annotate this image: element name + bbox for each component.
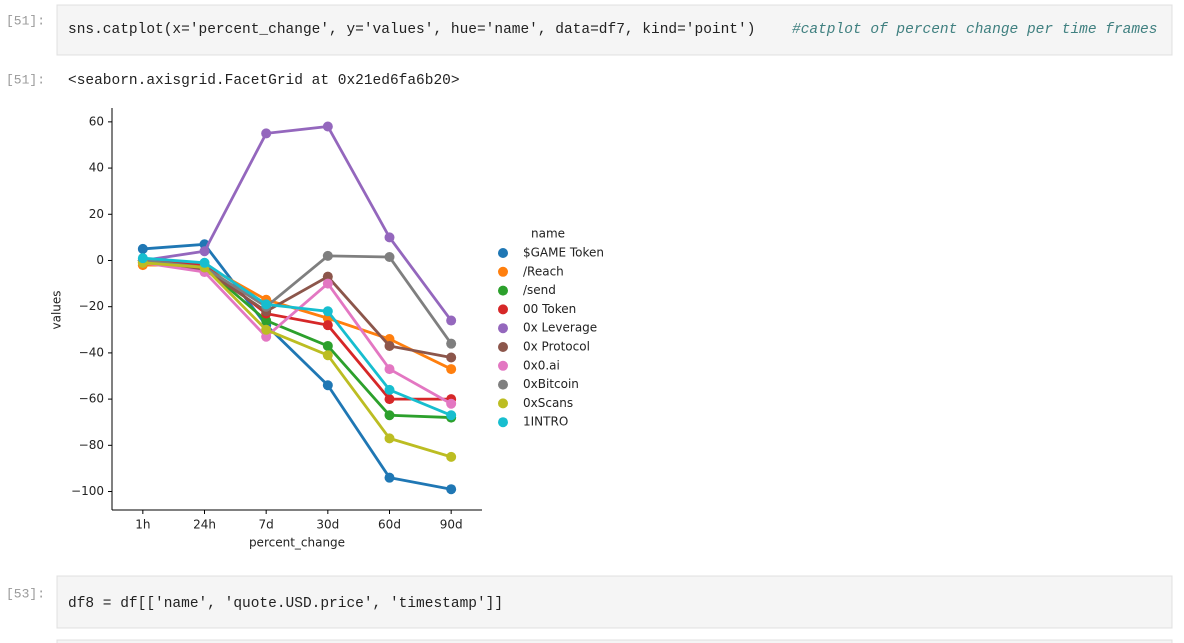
point [384, 340, 395, 351]
point [137, 253, 148, 264]
legend-label: 0xScans [523, 396, 573, 410]
series-line [142, 259, 452, 359]
chart: percent_change values name −100 −80 −60 −40… [50, 108, 604, 550]
point [261, 299, 272, 310]
legend-label: $GAME Token [523, 246, 604, 260]
point [446, 352, 457, 363]
point [446, 315, 457, 326]
y-axis-label: values [50, 290, 64, 329]
legend-marker [498, 285, 508, 296]
code: df8 = df[['name', 'quote.USD.price', 'ti… [68, 596, 503, 612]
legend-marker [498, 323, 508, 334]
point [261, 324, 272, 335]
series-line [142, 256, 452, 417]
point [322, 250, 333, 261]
series-line [142, 261, 452, 405]
point [322, 320, 333, 331]
point [261, 128, 272, 139]
x-tick-label: 7d [259, 518, 274, 532]
point [384, 394, 395, 405]
point [446, 364, 457, 375]
point [384, 384, 395, 395]
point [446, 338, 457, 349]
point [261, 331, 272, 342]
legend-marker [498, 342, 508, 352]
point [446, 484, 457, 495]
output-prompt: [51]: [6, 72, 45, 87]
x-tick-label: 90d [440, 518, 463, 532]
y-tick-label: 0 [96, 253, 104, 267]
y-tick-label: −60 [79, 392, 104, 406]
series-line [142, 242, 452, 491]
legend-marker [498, 360, 508, 371]
point [384, 472, 395, 483]
x-tick-label: 60d [378, 518, 401, 532]
legend-marker [498, 379, 508, 390]
point [384, 433, 395, 444]
legend-marker [498, 417, 508, 428]
legend-label: 0x0.ai [523, 358, 560, 372]
point [322, 350, 333, 361]
legend-marker [498, 266, 508, 277]
y-tick-label: −20 [79, 299, 104, 313]
series-line [142, 259, 452, 419]
y-tick-label: −40 [79, 345, 104, 359]
x-tick-label: 24h [193, 518, 216, 532]
point [384, 252, 395, 263]
legend-label: 0x Leverage [523, 321, 597, 335]
x-tick-label: 1h [135, 518, 150, 532]
point [322, 278, 333, 289]
code-cell[interactable] [56, 575, 1173, 629]
point [446, 451, 457, 462]
y-tick-label: 40 [89, 161, 104, 175]
point [322, 121, 333, 132]
point [384, 410, 395, 421]
legend-label: 0x Protocol [523, 340, 590, 354]
code: sns.catplot(x='percent_change', y='value… [68, 22, 755, 38]
y-tick-label: 20 [89, 207, 104, 221]
series-line [142, 124, 453, 322]
series-line [142, 259, 452, 401]
point [137, 243, 148, 254]
input-prompt: [51]: [6, 13, 45, 28]
point [446, 398, 457, 409]
y-tick-label: −100 [71, 484, 104, 498]
legend-marker [498, 398, 508, 409]
code-comment: #catplot of percent change per time fram… [792, 22, 1157, 38]
point [199, 257, 210, 268]
code-cell[interactable] [56, 639, 1173, 643]
legend-title: name [531, 227, 565, 241]
legend-label: 0xBitcoin [523, 377, 579, 391]
point [384, 364, 395, 375]
legend-label: 00 Token [523, 302, 576, 316]
point [199, 246, 210, 257]
series-line [142, 261, 452, 459]
x-tick-label: 30d [316, 518, 339, 532]
legend-marker [498, 248, 508, 258]
y-tick-label: 60 [89, 114, 104, 128]
y-tick-label: −80 [79, 438, 104, 452]
point [322, 306, 333, 317]
legend-label: 1INTRO [523, 415, 568, 429]
point [322, 380, 333, 391]
point [322, 340, 333, 351]
legend-marker [498, 304, 508, 315]
point [446, 410, 457, 421]
legend-label: /Reach [523, 264, 564, 278]
point [322, 271, 333, 282]
input-prompt: [53]: [6, 586, 45, 601]
output-text: <seaborn.axisgrid.FacetGrid at 0x21ed6fa… [68, 73, 460, 89]
legend-label: /send [523, 283, 556, 297]
point [384, 232, 395, 243]
x-axis-label: percent_change [249, 536, 345, 550]
point [261, 315, 272, 326]
code-cell[interactable] [56, 4, 1173, 56]
